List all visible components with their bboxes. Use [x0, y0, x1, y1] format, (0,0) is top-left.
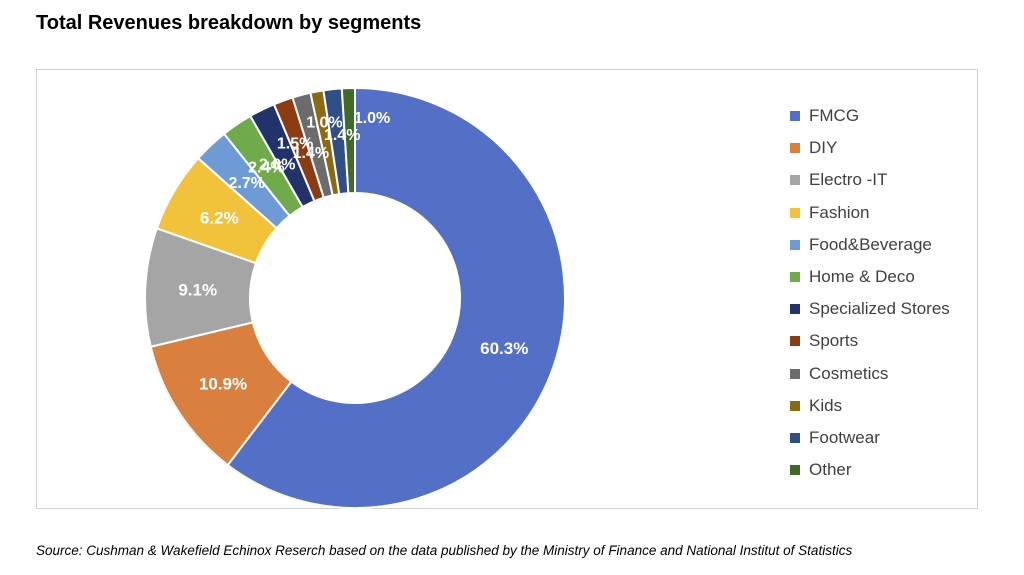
- legend-item-diy: DIY: [790, 132, 950, 164]
- chart-title: Total Revenues breakdown by segments: [36, 12, 422, 34]
- legend-label: Sports: [809, 331, 859, 351]
- legend-item-food-beverage: Food&Beverage: [790, 229, 950, 261]
- slice-fmcg: [226, 86, 566, 509]
- legend-swatch: [790, 272, 800, 283]
- legend-label: Cosmetics: [809, 363, 889, 383]
- legend-item-sports: Sports: [790, 325, 950, 357]
- slice-other: [340, 86, 356, 195]
- slice-label-fashion: 6.2%: [200, 208, 239, 227]
- legend-item-fmcg: FMCG: [790, 100, 950, 132]
- legend-label: Home & Deco: [809, 267, 915, 287]
- slice-label-kids: 1.0%: [306, 115, 342, 132]
- legend-swatch: [790, 304, 800, 315]
- legend-label: Food&Beverage: [809, 234, 932, 254]
- legend-swatch: [790, 465, 800, 476]
- legend-item-footwear: Footwear: [790, 422, 950, 454]
- legend-item-kids: Kids: [790, 390, 950, 422]
- legend-swatch: [790, 143, 800, 154]
- legend-item-home-deco: Home & Deco: [790, 261, 950, 293]
- legend-label: DIY: [809, 138, 838, 158]
- legend-label: Fashion: [809, 202, 870, 222]
- donut-slices: [144, 86, 566, 509]
- chart-legend: FMCG DIY Electro -IT Fashion Food&Beverage Ho…: [790, 100, 950, 486]
- legend-swatch: [790, 368, 800, 379]
- slice-label-other: 1.0%: [354, 110, 390, 127]
- legend-swatch: [790, 432, 800, 443]
- legend-swatch: [790, 336, 800, 347]
- legend-swatch: [790, 239, 800, 250]
- legend-label: Specialized Stores: [809, 299, 950, 319]
- slice-label-fmcg: 60.3%: [480, 339, 528, 358]
- slice-label-footwear: 1.4%: [324, 127, 360, 144]
- legend-swatch: [790, 175, 800, 186]
- legend-label: FMCG: [809, 106, 860, 126]
- legend-item-electro-it: Electro -IT: [790, 164, 950, 196]
- legend-label: Footwear: [809, 427, 880, 447]
- legend-label: Kids: [809, 395, 843, 415]
- slice-label-food-beverage: 2.7%: [229, 175, 265, 192]
- legend-swatch: [790, 400, 800, 411]
- slice-label-cosmetics: 1.4%: [293, 145, 329, 162]
- slice-label-electro-it: 9.1%: [178, 280, 217, 299]
- slice-label-sports: 1.5%: [277, 135, 313, 152]
- slice-label-specialized-stores: 2.0%: [259, 156, 295, 173]
- legend-item-cosmetics: Cosmetics: [790, 358, 950, 390]
- legend-label: Electro -IT: [809, 170, 888, 190]
- legend-item-fashion: Fashion: [790, 197, 950, 229]
- legend-swatch: [790, 111, 800, 122]
- source-note: Source: Cushman & Wakefield Echinox Rese…: [36, 543, 853, 558]
- legend-item-other: Other: [790, 454, 950, 486]
- legend-item-specialized-stores: Specialized Stores: [790, 293, 950, 325]
- donut-slice-labels: 60.3%10.9%9.1%6.2%2.7%2.4%2.0%1.5%1.4%1.…: [178, 110, 528, 393]
- legend-swatch: [790, 207, 800, 218]
- slice-label-home-deco: 2.4%: [248, 159, 284, 176]
- slice-label-diy: 10.9%: [199, 374, 247, 393]
- legend-label: Other: [809, 460, 852, 480]
